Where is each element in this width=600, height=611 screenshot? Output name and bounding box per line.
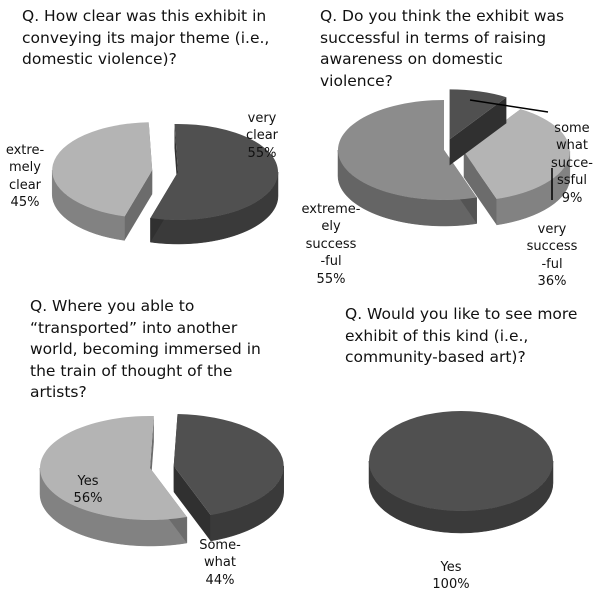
leader-line-somewhat [469,99,549,113]
slice-value: 9% [561,190,583,206]
pie-slice-top [52,122,153,217]
pie-slice-side [337,149,478,227]
slice-value: 56% [73,491,103,506]
chart2-pie [337,89,571,227]
slice-value: 36% [537,274,567,289]
pie-slice-cut [124,170,153,241]
pie-slice-cut [173,465,211,541]
chart3-pie [39,414,284,547]
pie-slice-top [369,411,553,511]
chart4-pie [368,411,554,534]
slice-label: extreme- ely success -ful [301,201,361,270]
slice-label: Some- what [199,537,241,571]
slice-label: Yes [77,473,99,489]
slice-label: very success -ful [526,221,578,272]
chart2-label-somewhat: some what succe- ssful 9% [546,102,598,225]
chart1-label-very-clear: very clear 55% [232,92,292,180]
slice-label: some what succe- ssful [551,120,593,189]
pie-slice-cut [463,151,497,225]
pie-slice [368,411,554,534]
chart3-label-somewhat: Some- what 44% [195,519,245,607]
chart4-label-yes: Yes 100% [426,541,476,611]
slice-value: 55% [316,271,346,287]
chart4-title: Q. Would you like to see more exhibit of… [345,305,578,366]
pie-slice [173,414,284,542]
pie-slice-top [337,100,477,200]
chart2-label-very-successful: very success -ful 36% [522,203,582,308]
slice-value: 100% [432,577,470,592]
pie-slice [51,122,153,241]
pie-slice [337,100,478,227]
slice-label: extre- mely clear [5,142,45,193]
pie-slice-top [173,414,284,515]
chart1-label-extremely-clear: extre- mely clear 45% [0,124,50,229]
pie-slice-top [150,124,278,220]
chart1-title: Q. How clear was this exhibit in conveyi… [22,7,270,68]
pie-slice-top [39,416,187,520]
slice-value: 55% [247,145,277,161]
chart1-pie [51,122,279,245]
slice-value: 45% [10,195,40,210]
pie-slice-cut [449,97,507,166]
chart2-title: Q. Do you think the exhibit was successf… [320,7,565,90]
slice-label: Yes [440,559,462,575]
pie-slice [150,124,279,245]
pie-slice [449,89,507,166]
slice-label: very clear [245,110,279,144]
chart3-label-yes: Yes 56% [66,455,110,525]
chart2-label-extremely-successful: extreme- ely success -ful 55% [299,183,363,306]
pie-slice-top [449,89,507,140]
chart3-title: Q. Where you able to “transported” into … [30,297,261,401]
pie-slice [463,109,571,226]
pie-slice-top [463,109,570,199]
pie-slice [39,416,188,547]
